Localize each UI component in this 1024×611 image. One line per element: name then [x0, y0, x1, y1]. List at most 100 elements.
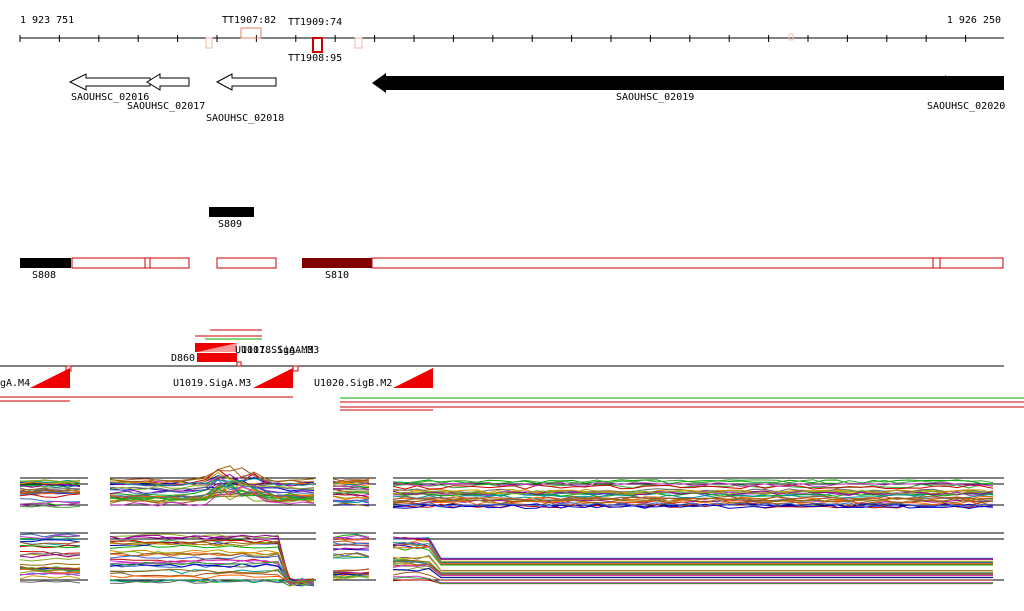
expression-line: [19, 537, 81, 541]
expression-line: [392, 561, 993, 575]
coordinate-axis: 1 923 751 1 926 250: [19, 15, 1004, 42]
expression-line: [19, 493, 81, 498]
expression-line: [109, 491, 315, 499]
expression-line: [109, 479, 315, 494]
promoter-label: D860: [171, 353, 195, 364]
expression-line: [332, 490, 370, 494]
expression-line: [19, 491, 81, 495]
segment: [371, 257, 1004, 269]
terminator: [240, 27, 262, 39]
expression-line: [392, 575, 993, 584]
expression-line: [19, 553, 81, 559]
expression-line: [392, 536, 993, 560]
expression-line: [332, 495, 370, 501]
expression-line: [332, 491, 370, 495]
expression-line: [109, 480, 315, 500]
expression-line: [392, 546, 993, 566]
expression-line: [392, 556, 993, 572]
expression-line: [19, 544, 81, 549]
expression-line: [332, 495, 370, 499]
expression-line: [19, 483, 81, 488]
expression-line: [109, 579, 315, 585]
terminator: [312, 37, 323, 53]
promoter-triangle: [197, 343, 237, 352]
gene-arrow: [215, 73, 277, 91]
expression-line: [332, 537, 370, 541]
expression-line: [332, 482, 370, 488]
expression-line: [19, 562, 80, 566]
terminator: [354, 37, 363, 49]
expression-line: [19, 487, 81, 493]
expression-line: [332, 568, 370, 572]
expression-line: [392, 504, 994, 510]
gene-arrow: [938, 75, 946, 90]
terminator-label: TT1907:82: [222, 15, 276, 26]
expression-line: [332, 504, 370, 506]
expression-line: [109, 561, 315, 584]
terminator: [788, 33, 794, 41]
gene-arrow: [146, 73, 190, 91]
expression-line: [392, 563, 993, 576]
expression-panels: [19, 465, 1004, 587]
expression-line: [109, 534, 315, 585]
expression-line: [19, 487, 81, 492]
expression-line: [109, 571, 315, 585]
expression-line: [19, 505, 81, 508]
expression-line: [392, 571, 993, 581]
terminator-label: TT1909:74: [288, 17, 342, 28]
expression-line: [20, 539, 81, 543]
promoters: D860 U1017.SigA.M3 U1018.SigA.M3 gA.M4 U…: [0, 329, 1024, 411]
expression-line: [392, 536, 993, 560]
expression-line: [109, 568, 315, 586]
gene-label: SAOUHSC_02016: [71, 92, 149, 103]
expression-line: [392, 502, 994, 507]
expression-line: [109, 490, 315, 504]
gene-label: SAOUHSC_02020: [927, 101, 1005, 112]
expression-line: [332, 488, 370, 491]
expression-line: [392, 576, 993, 584]
segment: [209, 207, 254, 217]
expression-line: [19, 479, 81, 483]
expression-line: [19, 557, 81, 562]
expression-line: [392, 490, 994, 495]
expression-line: [392, 537, 993, 559]
expression-line: [393, 560, 993, 574]
expression-line: [19, 565, 81, 570]
expression-line: [392, 503, 994, 509]
expression-line: [19, 489, 81, 495]
expression-line: [109, 478, 315, 491]
promoter-block: [195, 343, 237, 352]
expression-line: [19, 580, 81, 584]
expression-line: [19, 533, 81, 538]
expression-line: [332, 492, 370, 497]
expression-line: [332, 556, 370, 559]
expression-line: [109, 475, 315, 490]
expression-line: [20, 535, 81, 541]
expression-line: [332, 547, 370, 551]
expression-line: [109, 555, 315, 587]
expression-line: [392, 494, 994, 500]
gene-arrow: [372, 73, 1004, 93]
expression-line: [19, 541, 81, 546]
expression-line: [19, 500, 81, 505]
segment-label: S810: [325, 270, 349, 281]
expression-line: [392, 564, 993, 576]
expression-line: [19, 575, 81, 580]
expression-line: [332, 482, 370, 488]
segment: [302, 258, 372, 268]
expression-line: [392, 545, 993, 565]
expression-line: [332, 502, 370, 507]
expression-line: [109, 540, 315, 584]
segments: S809 S808 S810: [20, 207, 1004, 281]
expression-line: [109, 465, 315, 483]
expression-line: [392, 479, 994, 485]
segment: [216, 257, 277, 269]
promoter-triangle: [393, 368, 433, 388]
expression-line: [332, 573, 370, 576]
expression-line: [332, 543, 370, 547]
expression-line: [109, 485, 315, 507]
expression-line: [19, 572, 81, 577]
promoter-triangle: [30, 368, 70, 388]
expression-line: [109, 552, 315, 586]
terminator-label: TT1908:95: [288, 53, 342, 64]
